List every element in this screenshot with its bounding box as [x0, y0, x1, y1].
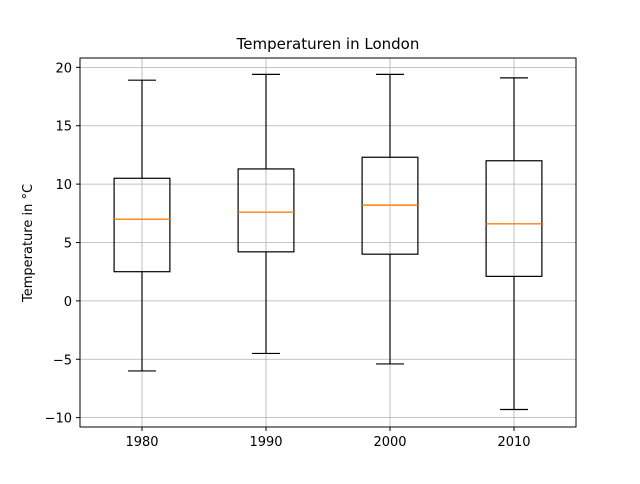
axes-layer: −10 −5 0 5 10 15 20 1980 1990 2000 2010 [45, 57, 577, 450]
y-tick-label: 10 [55, 178, 72, 193]
box-rect [237, 168, 295, 253]
box-rect [113, 177, 171, 273]
x-tick-label: 2010 [497, 435, 530, 450]
y-tick-label: 15 [55, 120, 72, 135]
y-tick-label: 5 [64, 237, 72, 252]
x-tick-label: 2000 [373, 435, 406, 450]
chart-title: Temperaturen in London [236, 35, 420, 53]
y-tick-label: −10 [45, 412, 72, 427]
x-tick-label: 1980 [125, 435, 158, 450]
box-2000 [361, 73, 419, 365]
box-rect [485, 160, 543, 277]
y-tick-label: 0 [64, 295, 72, 310]
box-layer [113, 73, 543, 411]
grid-layer [80, 58, 576, 427]
box-2010 [485, 77, 543, 411]
box-1980 [113, 79, 171, 372]
y-tick-label: 20 [55, 61, 72, 76]
x-tick-label: 1990 [249, 435, 282, 450]
y-tick-label: −5 [53, 353, 72, 368]
y-axis-label: Temperature in °C [21, 184, 36, 303]
box-1990 [237, 73, 295, 355]
